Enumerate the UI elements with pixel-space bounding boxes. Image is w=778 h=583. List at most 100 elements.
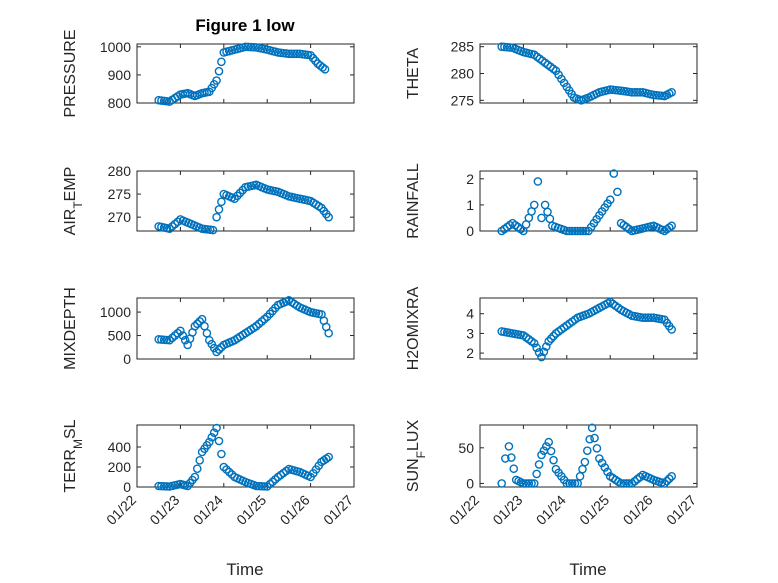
data-point — [178, 331, 188, 340]
y-tick-label: 1 — [466, 197, 474, 213]
data-point — [176, 326, 185, 336]
y-axis-label-sun-flux: SUNFLUX — [405, 420, 428, 493]
data-point — [519, 479, 528, 488]
data-point — [192, 319, 202, 329]
y-tick-label: 275 — [108, 186, 132, 202]
data-point — [638, 313, 648, 322]
data-point — [646, 313, 656, 322]
data-point — [567, 226, 577, 236]
data-point — [667, 325, 676, 334]
data-point — [582, 446, 592, 455]
data-point — [603, 467, 612, 477]
data-point — [590, 433, 599, 443]
data-point — [252, 481, 261, 491]
data-point — [609, 169, 619, 178]
data-point — [546, 334, 556, 343]
data-point — [205, 437, 214, 447]
data-point — [241, 42, 250, 52]
x-axis-label-left: Time — [226, 560, 263, 579]
data-point — [549, 455, 558, 465]
data-point — [544, 336, 554, 346]
y-axis-label-air-temp: AIRTEMP — [62, 167, 85, 236]
y-tick-label: 285 — [451, 39, 475, 55]
data-point — [260, 314, 269, 324]
subplot-theta: 275 280 285 THETA — [405, 39, 698, 108]
data-point — [504, 442, 514, 451]
data-point — [595, 454, 604, 463]
data-point — [537, 352, 546, 362]
data-point — [570, 226, 580, 236]
data-point — [324, 328, 333, 338]
data-point — [246, 42, 256, 52]
data-point — [320, 64, 330, 74]
y-tick-label: 2 — [466, 345, 474, 361]
data-point — [254, 481, 264, 491]
data-point — [162, 482, 172, 491]
data-point — [529, 338, 539, 348]
data-point — [195, 317, 204, 326]
data-point — [318, 63, 327, 72]
y-axis-label-h2omixra: H2OMIXRA — [405, 286, 422, 370]
subplot-air-temp: 270 275 280 AIRTEMP — [62, 163, 355, 236]
data-point — [208, 225, 218, 235]
data-point — [527, 479, 536, 488]
data-point — [667, 472, 676, 481]
data-point — [578, 226, 588, 236]
data-point — [605, 195, 615, 204]
data-point — [190, 321, 200, 331]
data-point — [534, 460, 544, 469]
data-point — [597, 458, 607, 468]
data-point — [660, 479, 669, 488]
data-point — [243, 42, 253, 52]
data-point — [524, 479, 534, 488]
subplot-h2omixra: 2 3 4 H2OMIXRA — [405, 286, 698, 370]
axes-box-terr-msl — [136, 424, 355, 488]
data-point — [214, 345, 224, 354]
data-point — [587, 423, 597, 433]
data-point — [212, 347, 221, 357]
data-point — [501, 454, 510, 463]
data-point — [549, 331, 558, 341]
data-point — [180, 335, 190, 345]
y-tick-label: 280 — [451, 66, 475, 82]
data-point — [539, 347, 549, 357]
data-point — [600, 463, 610, 472]
x-axis-label-right: Time — [569, 560, 606, 579]
data-point — [542, 442, 551, 451]
subplot-pressure: 800 900 1000 PRESSURE — [62, 29, 355, 118]
data-point — [664, 223, 674, 232]
data-point — [662, 476, 672, 486]
axes-box-pressure — [136, 43, 355, 104]
data-point — [154, 334, 163, 344]
y-tick-label: 50 — [458, 440, 474, 456]
data-point — [533, 177, 543, 186]
y-tick-label: 1000 — [100, 304, 131, 320]
y-axis-label-mixdepth: MIXDEPTH — [62, 287, 79, 370]
data-point — [592, 443, 602, 453]
y-tick-label: 0 — [123, 351, 131, 367]
y-tick-label: 270 — [108, 209, 132, 225]
data-point — [214, 66, 224, 76]
y-tick-label: 4 — [466, 306, 474, 322]
data-point — [268, 477, 277, 487]
data-point — [521, 479, 531, 488]
data-point — [643, 313, 653, 322]
data-point — [195, 456, 204, 465]
data-point — [565, 226, 574, 236]
data-point — [324, 452, 333, 462]
data-point — [271, 475, 280, 484]
axes-box-h2omixra — [479, 297, 698, 360]
data-point — [217, 57, 226, 67]
data-point — [667, 221, 676, 231]
data-point — [214, 205, 224, 214]
data-point — [562, 479, 572, 488]
data-point — [260, 482, 269, 491]
data-point — [173, 328, 182, 338]
subplot-mixdepth: 0 500 1000 MIXDEPTH — [62, 287, 355, 370]
data-point — [570, 479, 580, 488]
data-point — [624, 479, 634, 488]
data-point — [509, 464, 519, 474]
subplot-rainfall: 0 1 2 RAINFALL — [405, 163, 698, 239]
